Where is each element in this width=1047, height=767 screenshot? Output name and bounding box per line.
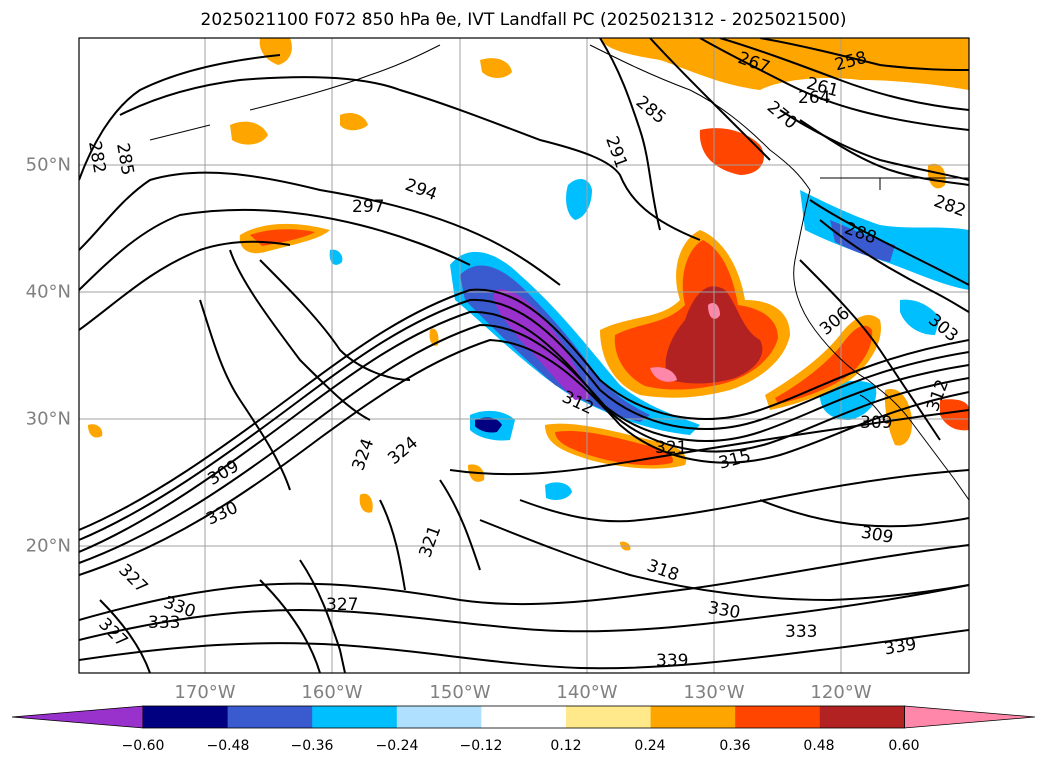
colorbar-tick-label: 0.12 <box>550 738 582 754</box>
contour-label: 264 <box>798 88 830 108</box>
contour-label: 333 <box>148 613 180 633</box>
colorbar-bin <box>227 706 313 728</box>
colorbar-bin <box>481 706 567 728</box>
colorbar-tick-label: −0.36 <box>290 738 334 754</box>
colorbar-bin <box>735 706 821 728</box>
coastlines <box>149 44 969 501</box>
contour-label: 327 <box>326 595 358 615</box>
graticule <box>79 38 969 673</box>
colorbar-tick-label: −0.48 <box>206 738 250 754</box>
contour-label: 333 <box>785 622 817 642</box>
theta-e-contours <box>79 38 969 673</box>
colorbar-tick-label: 0.60 <box>888 738 920 754</box>
lat-label: 50°N <box>25 154 71 176</box>
map-title: 2025021100 F072 850 hPa θe, IVT Landfall… <box>200 10 847 30</box>
lon-label: 130°W <box>683 682 745 703</box>
colorbar-tick-label: −0.12 <box>459 738 503 754</box>
lat-label: 40°N <box>25 281 71 303</box>
colorbar-extend-low <box>11 705 144 729</box>
colorbar-bin <box>143 706 229 728</box>
lon-label: 120°W <box>810 682 872 703</box>
lon-label: 170°W <box>174 682 236 703</box>
lon-label: 140°W <box>556 682 618 703</box>
colorbar-bin <box>566 706 652 728</box>
map-frame <box>78 37 970 674</box>
colorbar-bin <box>819 706 905 728</box>
colorbar <box>11 705 1036 729</box>
colorbar-tick-label: 0.24 <box>634 738 666 754</box>
map-content: 282 285 291 285 294 297 258 261 264 267 … <box>79 38 969 673</box>
contour-label: 309 <box>860 413 892 433</box>
contour-label: 297 <box>352 197 384 217</box>
contour-label: 321 <box>655 438 687 458</box>
contour-label: 339 <box>656 651 688 671</box>
colorbar-tick-label: 0.48 <box>803 738 835 754</box>
lon-label: 150°W <box>429 682 491 703</box>
colorbar-bin <box>396 706 482 728</box>
colorbar-outline <box>142 705 905 729</box>
colorbar-tick-label: −0.60 <box>121 738 165 754</box>
colorbar-extend-high <box>904 705 1036 729</box>
colorbar-bin <box>650 706 736 728</box>
colorbar-tick-label: 0.36 <box>719 738 751 754</box>
colorbar-tick-label: −0.24 <box>375 738 419 754</box>
lon-label: 160°W <box>301 682 363 703</box>
lat-label: 20°N <box>25 535 71 557</box>
colorbar-bin <box>312 706 398 728</box>
lat-label: 30°N <box>25 408 71 430</box>
